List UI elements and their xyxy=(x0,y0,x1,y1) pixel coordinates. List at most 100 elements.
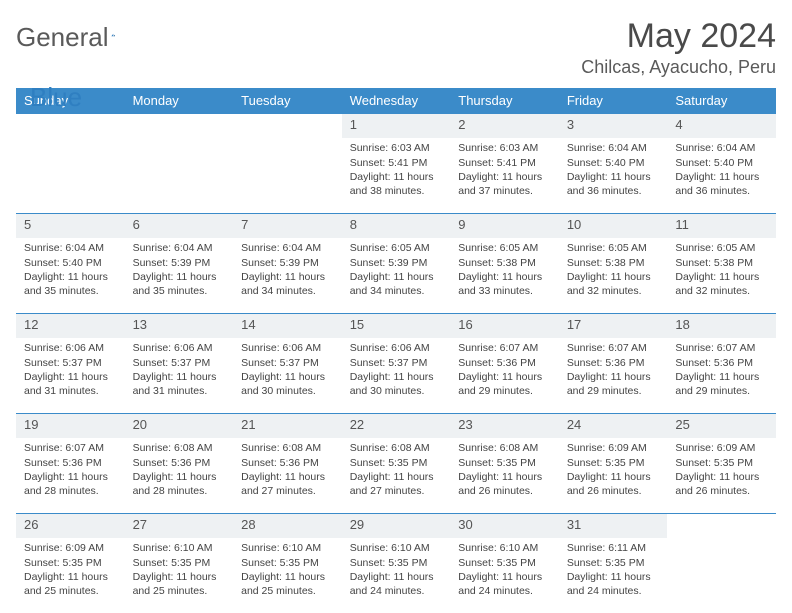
day-content-cell: Sunrise: 6:04 AMSunset: 5:40 PMDaylight:… xyxy=(559,138,668,214)
sunrise-text: Sunrise: 6:09 AM xyxy=(24,541,117,555)
day-number-cell: 4 xyxy=(667,114,776,139)
day-number-cell: 30 xyxy=(450,514,559,539)
daylight-text: Daylight: 11 hours and 29 minutes. xyxy=(458,370,551,398)
sunrise-text: Sunrise: 6:09 AM xyxy=(567,441,660,455)
sunset-text: Sunset: 5:39 PM xyxy=(350,256,443,270)
daylight-text: Daylight: 11 hours and 25 minutes. xyxy=(24,570,117,598)
sunset-text: Sunset: 5:36 PM xyxy=(241,456,334,470)
calendar-table: Sunday Monday Tuesday Wednesday Thursday… xyxy=(16,88,776,613)
sunrise-text: Sunrise: 6:08 AM xyxy=(133,441,226,455)
day-content-cell xyxy=(667,538,776,613)
sunrise-text: Sunrise: 6:04 AM xyxy=(24,241,117,255)
sunset-text: Sunset: 5:37 PM xyxy=(24,356,117,370)
day-number-cell: 25 xyxy=(667,414,776,439)
day-number-cell: 22 xyxy=(342,414,451,439)
sunrise-text: Sunrise: 6:05 AM xyxy=(675,241,768,255)
weekday-header: Tuesday xyxy=(233,88,342,114)
daylight-text: Daylight: 11 hours and 28 minutes. xyxy=(133,470,226,498)
day-number-cell: 20 xyxy=(125,414,234,439)
sunrise-text: Sunrise: 6:11 AM xyxy=(567,541,660,555)
daylight-text: Daylight: 11 hours and 36 minutes. xyxy=(675,170,768,198)
day-number-cell: 18 xyxy=(667,314,776,339)
daylight-text: Daylight: 11 hours and 24 minutes. xyxy=(350,570,443,598)
day-content-cell: Sunrise: 6:03 AMSunset: 5:41 PMDaylight:… xyxy=(342,138,451,214)
page-header: General May 2024 Chilcas, Ayacucho, Peru xyxy=(16,18,776,78)
sunrise-text: Sunrise: 6:08 AM xyxy=(350,441,443,455)
sunset-text: Sunset: 5:35 PM xyxy=(241,556,334,570)
sunrise-text: Sunrise: 6:06 AM xyxy=(133,341,226,355)
title-block: May 2024 Chilcas, Ayacucho, Peru xyxy=(581,18,776,78)
sunrise-text: Sunrise: 6:10 AM xyxy=(350,541,443,555)
brand-logo: General xyxy=(16,18,137,50)
day-content-cell xyxy=(125,138,234,214)
daylight-text: Daylight: 11 hours and 27 minutes. xyxy=(350,470,443,498)
day-number-cell: 15 xyxy=(342,314,451,339)
sunrise-text: Sunrise: 6:08 AM xyxy=(241,441,334,455)
daylight-text: Daylight: 11 hours and 24 minutes. xyxy=(458,570,551,598)
sunset-text: Sunset: 5:41 PM xyxy=(350,156,443,170)
day-content-cell xyxy=(233,138,342,214)
day-number-cell: 10 xyxy=(559,214,668,239)
day-content-cell: Sunrise: 6:08 AMSunset: 5:35 PMDaylight:… xyxy=(342,438,451,514)
sunset-text: Sunset: 5:36 PM xyxy=(567,356,660,370)
sunset-text: Sunset: 5:39 PM xyxy=(133,256,226,270)
day-number-cell: 3 xyxy=(559,114,668,139)
sunrise-text: Sunrise: 6:10 AM xyxy=(458,541,551,555)
day-content-cell: Sunrise: 6:03 AMSunset: 5:41 PMDaylight:… xyxy=(450,138,559,214)
calendar-page: General May 2024 Chilcas, Ayacucho, Peru… xyxy=(0,0,792,612)
sunset-text: Sunset: 5:41 PM xyxy=(458,156,551,170)
day-content-cell: Sunrise: 6:10 AMSunset: 5:35 PMDaylight:… xyxy=(450,538,559,613)
weekday-header: Monday xyxy=(125,88,234,114)
sunrise-text: Sunrise: 6:05 AM xyxy=(350,241,443,255)
daylight-text: Daylight: 11 hours and 27 minutes. xyxy=(241,470,334,498)
weekday-header: Thursday xyxy=(450,88,559,114)
sunset-text: Sunset: 5:39 PM xyxy=(241,256,334,270)
week-content-row: Sunrise: 6:06 AMSunset: 5:37 PMDaylight:… xyxy=(16,338,776,414)
daylight-text: Daylight: 11 hours and 35 minutes. xyxy=(24,270,117,298)
daylight-text: Daylight: 11 hours and 24 minutes. xyxy=(567,570,660,598)
week-content-row: Sunrise: 6:03 AMSunset: 5:41 PMDaylight:… xyxy=(16,138,776,214)
daylight-text: Daylight: 11 hours and 32 minutes. xyxy=(567,270,660,298)
sunset-text: Sunset: 5:40 PM xyxy=(567,156,660,170)
sunrise-text: Sunrise: 6:04 AM xyxy=(567,141,660,155)
day-content-cell: Sunrise: 6:08 AMSunset: 5:35 PMDaylight:… xyxy=(450,438,559,514)
day-content-cell: Sunrise: 6:10 AMSunset: 5:35 PMDaylight:… xyxy=(125,538,234,613)
day-content-cell: Sunrise: 6:10 AMSunset: 5:35 PMDaylight:… xyxy=(342,538,451,613)
day-number-cell xyxy=(16,114,125,139)
sunrise-text: Sunrise: 6:10 AM xyxy=(241,541,334,555)
week-content-row: Sunrise: 6:07 AMSunset: 5:36 PMDaylight:… xyxy=(16,438,776,514)
day-number-cell: 24 xyxy=(559,414,668,439)
day-number-cell: 6 xyxy=(125,214,234,239)
day-number-cell: 12 xyxy=(16,314,125,339)
sunrise-text: Sunrise: 6:07 AM xyxy=(458,341,551,355)
week-daynum-row: 19202122232425 xyxy=(16,414,776,439)
daylight-text: Daylight: 11 hours and 36 minutes. xyxy=(567,170,660,198)
day-number-cell: 26 xyxy=(16,514,125,539)
day-number-cell: 13 xyxy=(125,314,234,339)
day-number-cell xyxy=(125,114,234,139)
daylight-text: Daylight: 11 hours and 34 minutes. xyxy=(241,270,334,298)
day-content-cell: Sunrise: 6:04 AMSunset: 5:40 PMDaylight:… xyxy=(16,238,125,314)
sunset-text: Sunset: 5:37 PM xyxy=(350,356,443,370)
sunset-text: Sunset: 5:36 PM xyxy=(675,356,768,370)
weekday-header-row: Sunday Monday Tuesday Wednesday Thursday… xyxy=(16,88,776,114)
sunset-text: Sunset: 5:40 PM xyxy=(675,156,768,170)
daylight-text: Daylight: 11 hours and 32 minutes. xyxy=(675,270,768,298)
sunrise-text: Sunrise: 6:03 AM xyxy=(458,141,551,155)
day-number-cell: 5 xyxy=(16,214,125,239)
day-number-cell: 2 xyxy=(450,114,559,139)
week-content-row: Sunrise: 6:09 AMSunset: 5:35 PMDaylight:… xyxy=(16,538,776,613)
day-content-cell: Sunrise: 6:05 AMSunset: 5:38 PMDaylight:… xyxy=(667,238,776,314)
day-number-cell: 28 xyxy=(233,514,342,539)
day-number-cell: 21 xyxy=(233,414,342,439)
calendar-body: 1234 Sunrise: 6:03 AMSunset: 5:41 PMDayl… xyxy=(16,114,776,613)
weekday-header: Wednesday xyxy=(342,88,451,114)
daylight-text: Daylight: 11 hours and 30 minutes. xyxy=(241,370,334,398)
daylight-text: Daylight: 11 hours and 26 minutes. xyxy=(458,470,551,498)
day-number-cell: 23 xyxy=(450,414,559,439)
daylight-text: Daylight: 11 hours and 38 minutes. xyxy=(350,170,443,198)
sunrise-text: Sunrise: 6:06 AM xyxy=(350,341,443,355)
sunrise-text: Sunrise: 6:04 AM xyxy=(241,241,334,255)
day-content-cell: Sunrise: 6:06 AMSunset: 5:37 PMDaylight:… xyxy=(342,338,451,414)
sunset-text: Sunset: 5:35 PM xyxy=(458,556,551,570)
